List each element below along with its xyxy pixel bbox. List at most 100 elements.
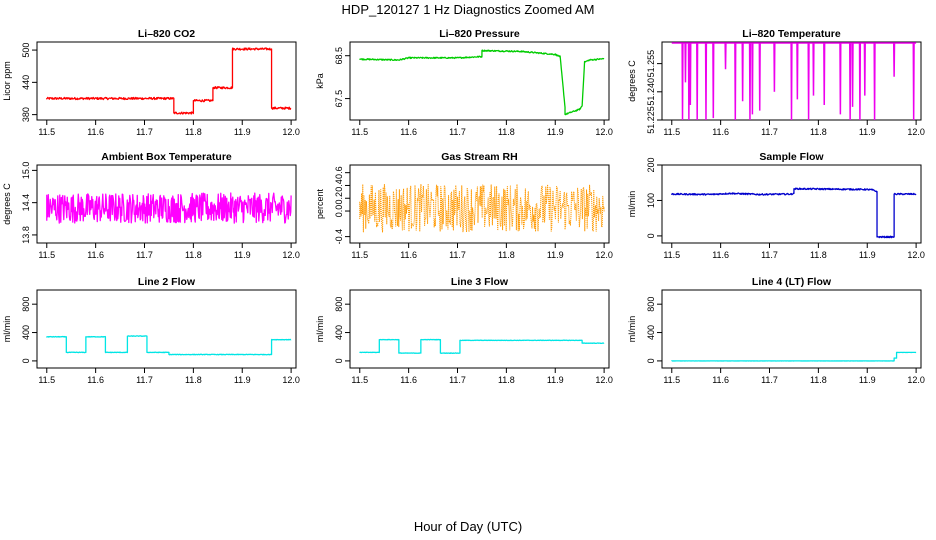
x-tick-label: 11.7	[761, 250, 778, 260]
x-tick-label: 11.7	[136, 127, 153, 137]
x-tick-label: 11.8	[498, 127, 515, 137]
x-tick-label: 11.5	[351, 250, 368, 260]
y-tick-label: 51.255	[646, 50, 656, 78]
x-tick-label: 12.0	[595, 250, 613, 260]
y-tick-label: 0	[646, 233, 656, 238]
plot-frame	[36, 289, 297, 369]
x-tick-label: 12.0	[907, 375, 925, 385]
x-tick-label: 11.9	[859, 375, 876, 385]
series-line	[46, 47, 292, 115]
x-tick-label: 11.6	[712, 250, 729, 260]
x-tick-label: 11.7	[449, 375, 466, 385]
y-tick-label: 800	[334, 297, 344, 312]
plot-frame	[661, 164, 922, 244]
x-tick-label: 11.5	[38, 127, 55, 137]
x-tick-label: 11.5	[351, 375, 368, 385]
x-axis-label: Hour of Day (UTC)	[414, 519, 522, 534]
figure-title: HDP_120127 1 Hz Diagnostics Zoomed AM	[342, 2, 595, 17]
y-axis-label: Licor ppm	[2, 61, 12, 101]
series-line	[359, 338, 605, 354]
x-tick-label: 11.7	[449, 127, 466, 137]
x-tick-label: 11.9	[547, 250, 564, 260]
plot-frame	[349, 164, 610, 244]
x-tick-label: 11.8	[498, 375, 515, 385]
panel-2: Li–820 Pressure 11.5 11.6 11.7 11.8 11.9 12.0 6…	[315, 28, 613, 137]
y-tick-label: 0	[21, 358, 31, 363]
x-tick-label: 11.7	[761, 375, 778, 385]
x-tick-label: 11.8	[810, 127, 827, 137]
panel-4: Ambient Box Temperature 11.5 11.6 11.7 11.8 1…	[2, 151, 300, 260]
y-tick-label: 800	[21, 297, 31, 312]
x-tick-label: 11.9	[234, 250, 251, 260]
x-tick-label: 11.9	[234, 127, 251, 137]
panel-title: Li–820 CO2	[138, 28, 195, 40]
panel-7: Line 2 Flow 11.5 11.6 11.7 11.8 11.9 12.0 0 400 8…	[2, 276, 300, 385]
x-tick-label: 11.9	[859, 250, 876, 260]
x-tick-label: 11.5	[663, 375, 680, 385]
y-tick-label: 14.4	[21, 194, 31, 212]
y-axis-label: kPa	[315, 73, 325, 89]
y-axis-label: ml/min	[627, 316, 637, 343]
series-line	[671, 187, 917, 239]
panel-title: Line 4 (LT) Flow	[752, 276, 832, 288]
x-tick-label: 11.7	[136, 250, 153, 260]
x-tick-label: 12.0	[282, 250, 300, 260]
y-tick-label: 15.0	[21, 162, 31, 180]
y-tick-label: 400	[334, 325, 344, 340]
y-tick-label: 0.0	[334, 205, 344, 218]
panels-grid: Li–820 CO2 11.5 11.6 11.7 11.8 11.9 12.0 380 440…	[2, 28, 925, 385]
y-tick-label: 0	[334, 358, 344, 363]
panel-title: Li–820 Pressure	[439, 28, 520, 40]
x-tick-label: 11.7	[449, 250, 466, 260]
y-axis-label: degrees C	[627, 60, 637, 102]
series-line	[46, 335, 292, 356]
y-tick-label: 0	[646, 358, 656, 363]
x-tick-label: 12.0	[595, 375, 613, 385]
x-tick-label: 11.6	[87, 250, 104, 260]
plot-frame	[349, 289, 610, 369]
x-tick-label: 12.0	[907, 127, 925, 137]
y-tick-label: 400	[646, 325, 656, 340]
x-tick-label: 11.6	[712, 375, 729, 385]
y-tick-label: 440	[21, 75, 31, 90]
series-line	[671, 42, 917, 120]
panel-5: Gas Stream RH 11.5 11.6 11.7 11.8 11.9 12.0 -0.…	[315, 151, 613, 260]
x-tick-label: 11.6	[87, 127, 104, 137]
y-tick-label: 100	[646, 193, 656, 208]
y-tick-label: 51.225	[646, 106, 656, 134]
y-tick-label: 13.8	[21, 226, 31, 244]
y-axis-label: ml/min	[2, 316, 12, 343]
series-line	[671, 351, 917, 362]
plot-frame	[661, 289, 922, 369]
x-tick-label: 11.5	[663, 127, 680, 137]
x-tick-label: 11.7	[136, 375, 153, 385]
x-tick-label: 11.8	[810, 375, 827, 385]
x-tick-label: 11.7	[761, 127, 778, 137]
series-line	[359, 183, 605, 233]
x-tick-label: 11.6	[87, 375, 104, 385]
plot-frame	[349, 41, 610, 121]
panel-9: Line 4 (LT) Flow 11.5 11.6 11.7 11.8 11.9 12.0…	[627, 276, 925, 385]
panel-1: Li–820 CO2 11.5 11.6 11.7 11.8 11.9 12.0 380 440…	[2, 28, 300, 137]
x-tick-label: 11.6	[400, 127, 417, 137]
y-tick-label: 500	[21, 43, 31, 58]
x-tick-label: 11.5	[663, 250, 680, 260]
y-tick-label: 0.2	[334, 192, 344, 205]
panel-title: Ambient Box Temperature	[101, 151, 232, 163]
x-tick-label: 11.8	[185, 250, 202, 260]
x-tick-label: 11.9	[547, 127, 564, 137]
panel-title: Gas Stream RH	[441, 151, 517, 163]
x-tick-label: 11.9	[547, 375, 564, 385]
x-tick-label: 12.0	[595, 127, 613, 137]
panel-3: Li–820 Temperature 11.5 11.6 11.7 11.8 11.9 12…	[627, 28, 925, 137]
x-tick-label: 11.5	[351, 127, 368, 137]
x-tick-label: 11.8	[498, 250, 515, 260]
series-line	[359, 49, 605, 116]
x-tick-label: 11.9	[234, 375, 251, 385]
y-tick-label: 51.240	[646, 78, 656, 106]
x-tick-label: 11.6	[712, 127, 729, 137]
x-tick-label: 11.8	[185, 127, 202, 137]
y-axis-label: ml/min	[315, 316, 325, 343]
x-tick-label: 12.0	[907, 250, 925, 260]
y-axis-label: degrees C	[2, 183, 12, 225]
